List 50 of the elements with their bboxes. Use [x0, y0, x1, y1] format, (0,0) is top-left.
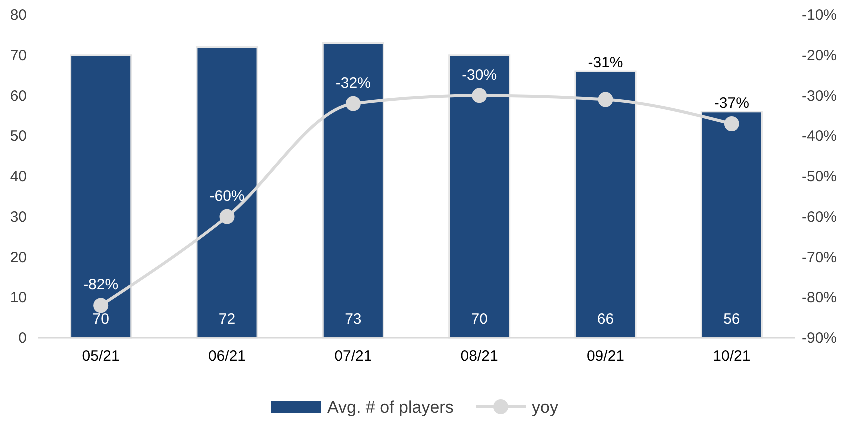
data-label: 72	[218, 311, 236, 328]
data-label: -32%	[336, 74, 371, 92]
y2-tick-label: -30%	[802, 88, 838, 105]
legend-label: Avg. # of players	[328, 398, 454, 417]
data-label: -31%	[588, 54, 624, 72]
bar	[574, 70, 637, 339]
data-label: -60%	[210, 188, 245, 205]
y-tick-label: 30	[10, 208, 27, 226]
x-tick-label: 07/21	[334, 348, 372, 365]
data-label: -82%	[84, 276, 119, 294]
y2-tick-label: -60%	[802, 208, 838, 226]
y2-tick-label: -80%	[802, 290, 838, 307]
y2-tick-label: -90%	[802, 330, 838, 347]
point	[220, 209, 235, 224]
point	[346, 96, 361, 112]
data-label: 70	[92, 311, 110, 328]
bar	[70, 54, 132, 339]
y-tick-label: 60	[10, 88, 27, 105]
point	[472, 88, 488, 104]
y2-tick-label: -70%	[802, 249, 838, 266]
data-label: 73	[345, 311, 362, 328]
x-tick-label: 09/21	[586, 348, 625, 365]
y2-tick-label: -40%	[802, 128, 838, 146]
y2-tick-label: -50%	[802, 168, 838, 186]
x-tick-label: 05/21	[82, 348, 120, 365]
y-tick-label: 80	[10, 7, 27, 24]
bar	[448, 54, 511, 339]
bar	[322, 42, 384, 339]
data-label: 70	[471, 311, 488, 328]
point	[598, 92, 614, 108]
point	[94, 298, 109, 314]
y-tick-label: 70	[10, 47, 27, 64]
y-tick-label: 0	[18, 330, 27, 347]
y-tick-label: 20	[10, 249, 27, 266]
bar	[196, 46, 258, 339]
x-tick-label: 08/21	[460, 348, 498, 365]
data-label: -37%	[714, 94, 750, 112]
y2-tick-label: -20%	[802, 47, 838, 64]
legend-label: yoy	[532, 398, 559, 417]
data-label: 56	[724, 311, 740, 328]
bar	[700, 111, 763, 339]
y2-tick-label: -10%	[802, 7, 838, 24]
y-tick-label: 50	[10, 128, 27, 146]
y-tick-label: 40	[10, 168, 27, 186]
data-label: 66	[597, 311, 614, 328]
y-tick-label: 10	[10, 290, 27, 307]
data-label: -30%	[462, 66, 498, 84]
x-tick-label: 10/21	[713, 348, 751, 365]
x-tick-label: 06/21	[208, 348, 246, 365]
point	[724, 116, 740, 132]
